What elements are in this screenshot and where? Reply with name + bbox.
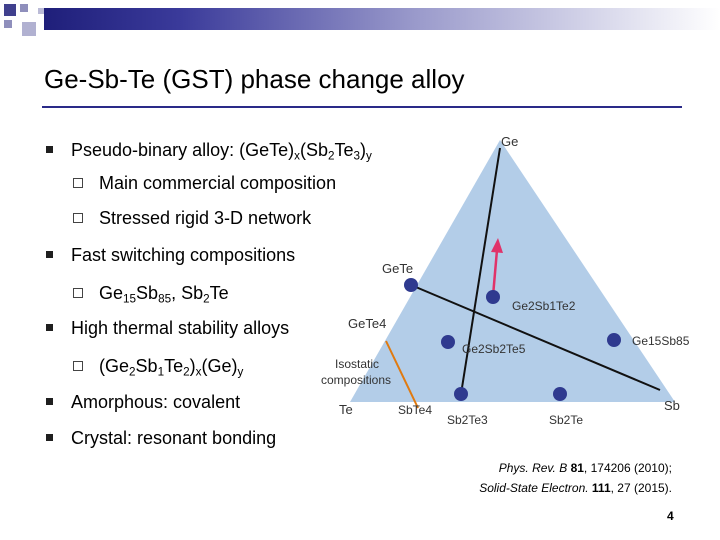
label-ge15sb85: Ge15Sb85 xyxy=(632,334,690,348)
bullet-marker xyxy=(46,251,53,258)
sub-bullet-marker xyxy=(73,178,83,188)
sub-bullet-stable-alloys: (Ge2Sb1Te2)x(Ge)y xyxy=(99,356,244,379)
label-ge2sb2te5: Ge2Sb2Te5 xyxy=(462,342,526,356)
label-te: Te xyxy=(339,402,353,417)
sub-bullet-marker xyxy=(73,213,83,223)
bullet-pseudo-binary: Pseudo-binary alloy: (GeTe)x(Sb2Te3)y xyxy=(71,140,372,163)
citation-line-1: Phys. Rev. B 81, 174206 (2010); xyxy=(498,461,672,475)
bullet-marker xyxy=(46,434,53,441)
top-gradient-bar xyxy=(44,8,720,30)
arrow-head xyxy=(491,238,503,253)
label-ge: Ge xyxy=(501,134,518,149)
sub-bullet-commercial: Main commercial composition xyxy=(99,173,337,193)
ternary-phase-diagram: Ge Te Sb GeTe Ge2Sb1Te2 Ge2Sb2Te5 Ge15Sb… xyxy=(321,134,690,427)
decorative-squares xyxy=(0,0,60,40)
label-ge2sb1te2: Ge2Sb1Te2 xyxy=(512,299,576,313)
bullet-thermal-stability: High thermal stability alloys xyxy=(71,318,290,338)
bullet-marker xyxy=(46,398,53,405)
composition-arrow xyxy=(491,249,499,297)
point-sb2te xyxy=(553,387,567,401)
sub-bullet-marker xyxy=(73,361,83,371)
label-sbte4: SbTe4 xyxy=(398,403,432,417)
sub-bullet-marker xyxy=(73,288,83,298)
label-isostatic: Isostatic xyxy=(335,357,379,371)
page-number: 4 xyxy=(667,509,674,523)
citation-line-2: Solid-State Electron. 111, 27 (2015). xyxy=(479,481,672,495)
bullet-marker xyxy=(46,324,53,331)
label-gete4: GeTe4 xyxy=(348,316,386,331)
sub-bullet-network: Stressed rigid 3-D network xyxy=(99,208,312,228)
label-compositions: compositions xyxy=(321,373,391,387)
label-gete: GeTe xyxy=(382,261,413,276)
bullet-amorphous: Amorphous: covalent xyxy=(71,392,241,412)
point-ge2sb2te5 xyxy=(441,335,455,349)
ge-sb2te3-tieline xyxy=(460,147,501,395)
bullet-marker xyxy=(46,146,53,153)
bullet-crystal: Crystal: resonant bonding xyxy=(71,428,277,448)
point-ge15sb85 xyxy=(607,333,621,347)
sub-bullet-fast-compositions: Ge15Sb85, Sb2Te xyxy=(99,283,229,306)
gete-sb-tieline xyxy=(410,284,661,391)
title-divider xyxy=(42,106,682,108)
label-sb2te: Sb2Te xyxy=(549,413,583,427)
bullet-fast-switching: Fast switching compositions xyxy=(71,245,296,265)
label-sb2te3: Sb2Te3 xyxy=(447,413,488,427)
label-sb: Sb xyxy=(664,398,680,413)
composition-points xyxy=(404,278,621,401)
citation: Phys. Rev. B 81, 174206 (2010); Solid-St… xyxy=(479,458,672,498)
isostatic-line xyxy=(385,340,419,409)
ternary-triangle xyxy=(350,140,675,402)
slide-title: Ge-Sb-Te (GST) phase change alloy xyxy=(44,64,465,94)
point-ge2sb1te2 xyxy=(486,290,500,304)
point-gete xyxy=(404,278,418,292)
point-sb2te3 xyxy=(454,387,468,401)
